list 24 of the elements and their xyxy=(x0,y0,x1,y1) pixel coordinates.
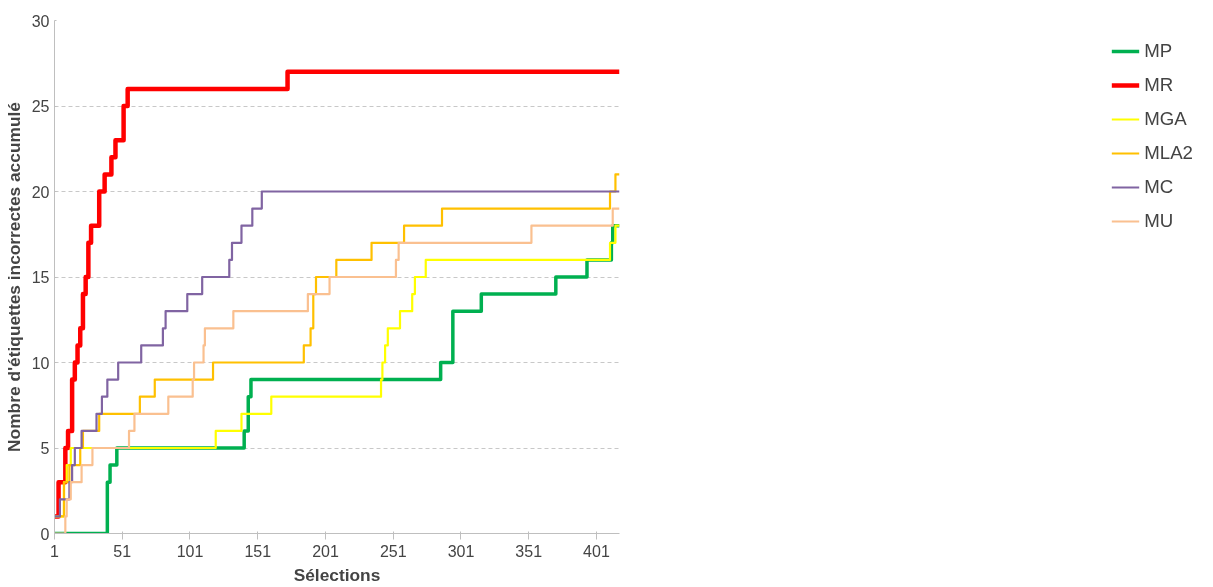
legend-label: MC xyxy=(1144,176,1174,198)
legend-label: MR xyxy=(1144,74,1174,96)
x-axis-title: Sélections xyxy=(293,564,381,585)
y-tick-label: 5 xyxy=(40,440,50,457)
x-tick-label: 151 xyxy=(244,542,272,560)
y-tick-label: 15 xyxy=(31,269,50,286)
x-tick-label: 101 xyxy=(176,542,204,560)
x-tick-label: 51 xyxy=(113,542,132,560)
y-tick-label: 10 xyxy=(31,354,50,372)
y-tick-label: 30 xyxy=(31,12,50,30)
x-tick-label: 401 xyxy=(583,542,610,560)
legend-label: MLA2 xyxy=(1144,142,1193,164)
x-tick-label: 301 xyxy=(447,542,475,560)
x-tick-label: 1 xyxy=(50,542,60,560)
x-tick-label: 251 xyxy=(379,542,407,560)
legend-label: MGA xyxy=(1144,108,1187,130)
y-tick-label: 0 xyxy=(40,525,50,543)
x-tick-label: 351 xyxy=(515,542,543,560)
legend-label: MP xyxy=(1144,40,1173,62)
y-tick-label: 25 xyxy=(31,98,50,115)
y-axis-title: Nombre d'étiquettes incorrectes accumulé xyxy=(3,101,24,452)
legend-label: MU xyxy=(1144,210,1174,232)
y-tick-label: 20 xyxy=(31,183,50,201)
x-tick-label: 201 xyxy=(312,542,339,560)
